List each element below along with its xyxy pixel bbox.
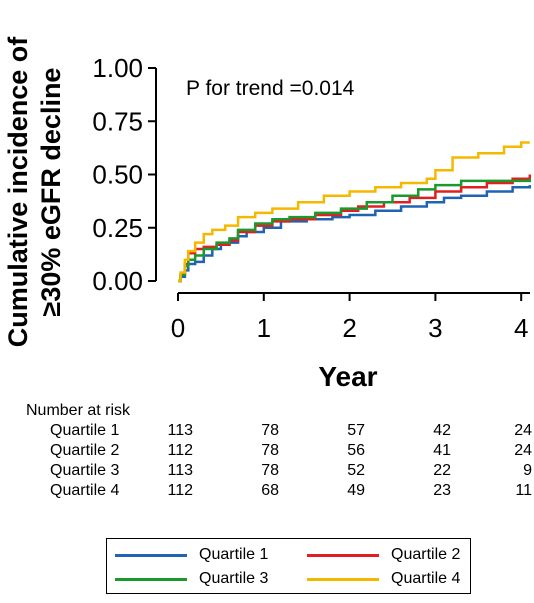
axes: 0.00 0.25 0.50 0.75 1.00 0 1 2 3 4: [92, 53, 530, 343]
risk-cell: 78: [261, 462, 279, 479]
p-trend-annotation: P for trend =0.014: [186, 77, 355, 100]
risk-row: Quartile 2 112 78 56 41 24: [0, 442, 534, 462]
risk-row: Quartile 1 113 78 57 42 24: [0, 422, 534, 442]
risk-row: Quartile 3 113 78 52 22 9: [0, 462, 534, 482]
risk-cell: 52: [347, 462, 365, 479]
risk-cell: 9: [523, 462, 532, 479]
risk-cell: 112: [167, 442, 193, 459]
curve-quartile-2: [178, 174, 532, 283]
number-at-risk-table: Number at risk Quartile 1 113 78 57 42 24 Quar…: [0, 400, 534, 510]
risk-cell: 78: [261, 422, 279, 439]
y-tick-label: 0.00: [92, 266, 143, 296]
risk-cell: 112: [167, 482, 193, 499]
y-tick-label: 1.00: [92, 53, 143, 83]
legend-swatch: [307, 577, 379, 581]
y-tick-label: 0.50: [92, 160, 143, 190]
legend-item-quartile-4: Quartile 4: [307, 568, 460, 590]
y-tick-label: 0.75: [92, 106, 143, 136]
y-axis-label-line1: Cumulative incidence of: [3, 36, 33, 348]
legend-swatch: [115, 577, 187, 581]
risk-cell: 24: [514, 442, 532, 459]
risk-row-label: Quartile 4: [50, 482, 120, 499]
x-tick-label: 3: [428, 313, 442, 343]
x-tick-label: 1: [257, 313, 271, 343]
legend-label: Quartile 4: [391, 570, 461, 587]
risk-cell: 42: [433, 422, 451, 439]
risk-row-label: Quartile 3: [50, 462, 120, 479]
x-axis-label: Year: [318, 361, 377, 392]
risk-cell: 22: [433, 462, 451, 479]
curve-quartile-1: [178, 185, 532, 283]
risk-cell: 23: [433, 482, 451, 499]
risk-cell: 11: [515, 482, 532, 499]
risk-cell: 78: [261, 442, 279, 459]
risk-table-title: Number at risk: [26, 402, 131, 419]
legend-item-quartile-1: Quartile 1: [115, 544, 268, 566]
risk-row-label: Quartile 2: [50, 442, 120, 459]
legend-label: Quartile 2: [391, 546, 461, 563]
risk-cell: 41: [433, 442, 451, 459]
risk-cell: 24: [514, 422, 532, 439]
y-axis-label-line2: ≥30% eGFR decline: [36, 68, 66, 317]
risk-row: Quartile 4 112 68 49 23 11: [0, 482, 534, 502]
risk-cell: 68: [261, 482, 279, 499]
risk-cell: 113: [167, 422, 193, 439]
curve-quartile-3: [178, 178, 532, 283]
legend-item-quartile-3: Quartile 3: [115, 568, 268, 590]
risk-cell: 113: [167, 462, 193, 479]
legend-item-quartile-2: Quartile 2: [307, 544, 460, 566]
y-tick-label: 0.25: [92, 213, 143, 243]
survival-curves: [178, 141, 532, 283]
legend-label: Quartile 1: [199, 546, 269, 563]
x-tick-label: 4: [514, 313, 528, 343]
risk-cell: 56: [347, 442, 365, 459]
risk-cell: 49: [347, 482, 365, 499]
x-tick-label: 2: [342, 313, 356, 343]
risk-cell: 57: [347, 422, 365, 439]
legend: Quartile 1 Quartile 2 Quartile 3 Quartile 4: [106, 538, 471, 594]
chart-plot-area: Cumulative incidence of ≥30% eGFR declin…: [3, 36, 532, 392]
curve-quartile-4: [178, 141, 530, 283]
x-tick-label: 0: [171, 313, 185, 343]
legend-swatch: [307, 553, 379, 557]
risk-row-label: Quartile 1: [50, 422, 120, 439]
legend-label: Quartile 3: [199, 570, 269, 587]
legend-swatch: [115, 553, 187, 557]
